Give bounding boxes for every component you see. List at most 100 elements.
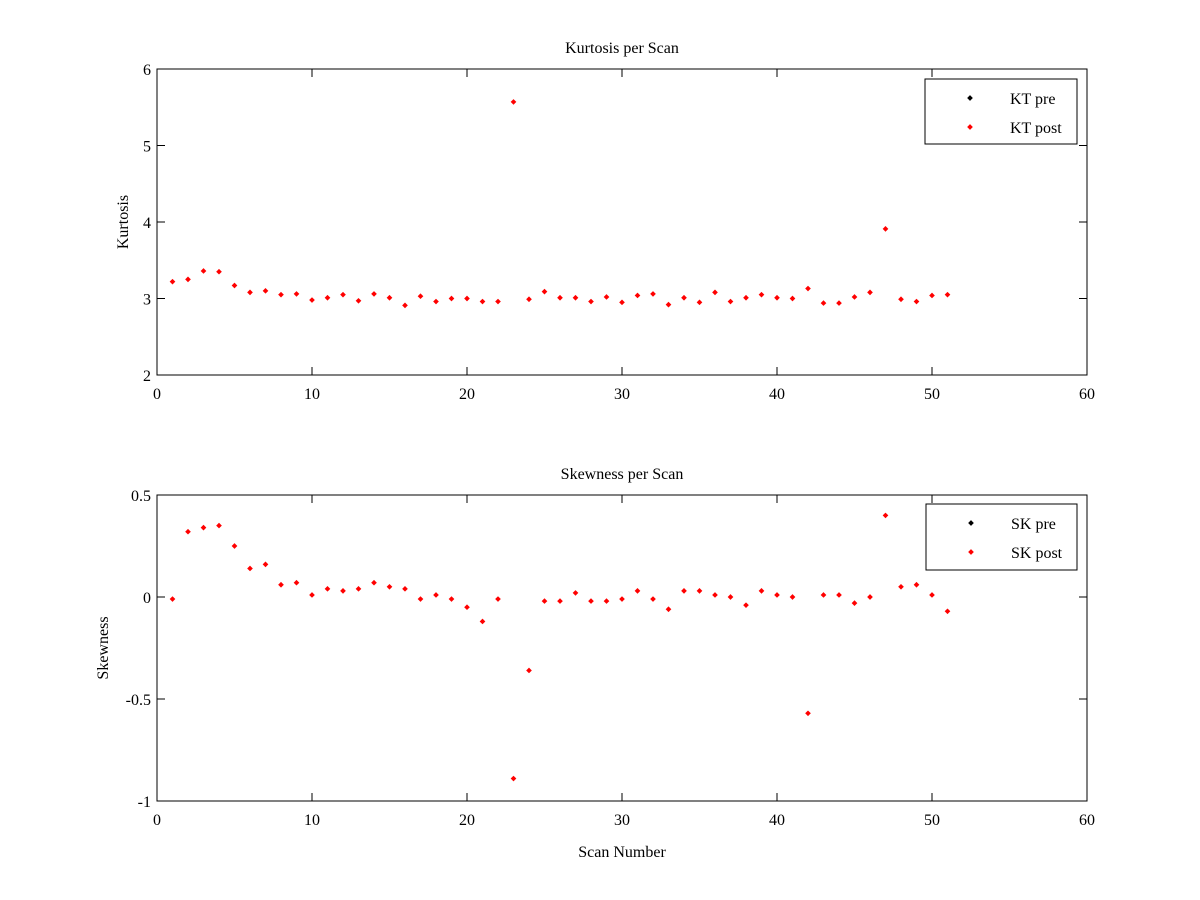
- chart-1-x-tick-label: 10: [304, 386, 320, 403]
- chart-2-series-2-point: [634, 588, 641, 594]
- chart-2-legend-label-1: SK pre: [1011, 516, 1056, 533]
- chart-1-series-2-point: [913, 298, 920, 305]
- chart-2-x-axis-label: Scan Number: [578, 844, 666, 861]
- chart-1-series-2-point: [944, 291, 951, 298]
- chart-1-series-2-point: [696, 299, 703, 306]
- chart-1-y-tick-label: 4: [143, 215, 151, 232]
- chart-2-series-2-point: [572, 590, 579, 596]
- chart-1-legend-label-2: KT post: [1010, 120, 1062, 137]
- chart-2-title: Skewness per Scan: [561, 466, 684, 483]
- chart-1-series-2-point: [758, 291, 765, 298]
- chart-1-series-2-point: [340, 291, 346, 298]
- chart-2-series-2-point: [278, 581, 284, 588]
- chart-1-x-tick-label: 20: [459, 386, 475, 403]
- chart-2-series-2-point: [293, 579, 300, 586]
- chart-2-x-tick-label: 0: [153, 812, 161, 829]
- chart-1-series-2-point: [433, 298, 439, 305]
- chart-1-legend-marker-2: [967, 124, 973, 130]
- chart-1-series-2-point: [541, 288, 548, 295]
- chart-1-series-2-point: [386, 294, 393, 301]
- chart-1-series-2-point: [650, 291, 656, 297]
- chart-1-series-2-point: [278, 291, 284, 298]
- chart-2-series-2-point: [309, 592, 315, 598]
- chart-2-series-2-point: [882, 512, 889, 519]
- chart-2-series-2-point: [386, 583, 393, 590]
- chart-2-legend-box: [925, 503, 1078, 571]
- chart-2-x-tick-label: 30: [614, 812, 630, 829]
- chart-2-series-2-point: [836, 592, 842, 598]
- chart-2-x-tick-label: 40: [769, 812, 785, 829]
- chart-2-series-2-point: [603, 598, 610, 604]
- chart-1-series-2-point: [464, 295, 470, 302]
- chart-1-y-tick-label: 3: [143, 292, 151, 309]
- chart-1-x-tick-label: 50: [924, 386, 940, 403]
- chart-2-series-2-point: [324, 586, 331, 592]
- chart-1-series-2-point: [681, 294, 687, 301]
- chart-1-series-2-point: [371, 291, 377, 297]
- chart-2-legend-marker-2: [968, 549, 974, 555]
- chart-2-y-tick-label: 0: [143, 590, 151, 607]
- chart-2-series-2-point: [200, 524, 207, 531]
- chart-1-series-2-point: [572, 294, 579, 301]
- chart-1-series-2-point: [510, 99, 517, 105]
- chart-2-x-tick-label: 20: [459, 812, 475, 829]
- chart-1-series-2-point: [324, 294, 331, 301]
- chart-2-series-2-point: [231, 543, 238, 549]
- chart-1-series-2-point: [929, 292, 935, 299]
- chart-1-series-2-point: [743, 294, 749, 301]
- chart-2-series-2-point: [758, 588, 765, 594]
- chart-2-series-2-point: [479, 618, 486, 625]
- chart-2-series-2-point: [355, 586, 362, 592]
- chart-2-series-2-point: [510, 775, 517, 782]
- chart-2-y-tick-label: -1: [138, 794, 151, 811]
- chart-1-series-2-point: [200, 268, 207, 274]
- chart-1-series-2-point: [665, 301, 672, 308]
- chart-2-series-2-point: [650, 596, 656, 602]
- chart-2-series-2-point: [495, 596, 501, 602]
- chart-2-series-2-point: [851, 600, 858, 606]
- chart-2-series-2-point: [216, 522, 222, 529]
- chart-2-series-2-point: [898, 583, 904, 590]
- chart-1-series-2-point: [169, 278, 176, 285]
- chart-1-series-2-point: [588, 298, 594, 305]
- chart-2-legend-marker-1: [968, 520, 974, 526]
- chart-2-legend-label-2: SK post: [1011, 545, 1063, 562]
- chart-2-series-2-point: [464, 604, 470, 611]
- chart-1-series-2-point: [634, 292, 641, 299]
- chart-1-series-2-point: [262, 288, 269, 294]
- chart-1-series-2-point: [309, 297, 315, 303]
- chart-1-legend-box: [924, 78, 1078, 145]
- chart-2-series-2-point: [913, 581, 920, 588]
- chart-1-series-2-point: [526, 296, 532, 303]
- chart-1-series-2-point: [603, 294, 610, 300]
- chart-2-series-2-point: [727, 594, 734, 600]
- chart-1-x-tick-label: 30: [614, 386, 630, 403]
- chart-2-series-2-point: [433, 592, 439, 598]
- chart-1-title: Kurtosis per Scan: [565, 40, 679, 57]
- chart-2-series-2-point: [681, 588, 687, 594]
- chart-1-series-2-point: [355, 297, 362, 304]
- chart-1-series-2-point: [774, 294, 780, 301]
- chart-2-series-2-point: [247, 565, 253, 572]
- chart-1-series-2-point: [789, 295, 796, 302]
- chart-2-series-2-point: [340, 588, 346, 594]
- chart-1-series-2-point: [867, 289, 873, 296]
- chart-2-x-tick-label: 60: [1079, 812, 1095, 829]
- chart-1-x-tick-label: 40: [769, 386, 785, 403]
- chart-1-series-2-point: [216, 268, 222, 275]
- chart-2-series-2-point: [541, 598, 548, 604]
- chart-1-y-axis-label: Kurtosis: [115, 195, 132, 249]
- chart-1-series-2-point: [820, 300, 827, 306]
- chart-2-series-2-point: [557, 598, 563, 604]
- chart-2-series-2-point: [371, 579, 377, 586]
- chart-2-series-2-point: [417, 596, 424, 602]
- chart-2-series-2-point: [743, 602, 749, 608]
- chart-2-y-tick-label: 0.5: [131, 488, 151, 505]
- chart-1-series-2-point: [619, 299, 625, 306]
- chart-2-x-tick-label: 10: [304, 812, 320, 829]
- chart-1-series-2-point: [185, 276, 191, 283]
- chart-2-x-tick-label: 50: [924, 812, 940, 829]
- chart-1-series-2-point: [898, 296, 904, 303]
- chart-1-series-2-point: [479, 298, 486, 305]
